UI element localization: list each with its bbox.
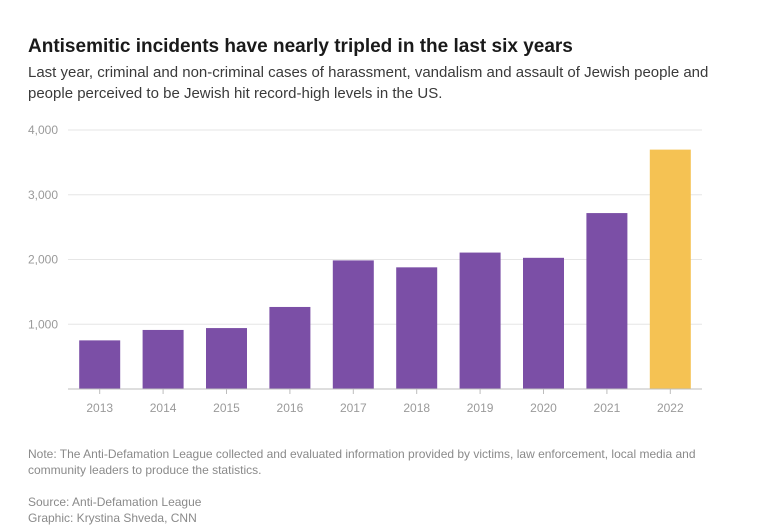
x-tick-label: 2015 <box>213 401 240 415</box>
bar-2019 <box>459 252 501 389</box>
y-tick-label: 1,000 <box>28 317 58 331</box>
x-tick-label: 2017 <box>340 401 367 415</box>
chart-source: Source: Anti-Defamation League <box>28 495 202 509</box>
bar-2022 <box>649 149 691 389</box>
bar-2017 <box>332 260 374 389</box>
bar-2013 <box>79 340 121 389</box>
bar-chart: 1,000 2,000 3,000 4,000 2013 2014 2015 2016 2017… <box>28 123 702 415</box>
bar-2015 <box>206 328 247 389</box>
y-tick-label: 4,000 <box>28 123 58 137</box>
chart-note: Note: The Anti-Defamation League collect… <box>28 447 696 477</box>
chart-credit: Graphic: Krystina Shveda, CNN <box>28 511 197 525</box>
bar-2020 <box>523 257 564 389</box>
x-tick-label: 2020 <box>530 401 557 415</box>
x-tick-label: 2021 <box>594 401 621 415</box>
y-tick-label: 3,000 <box>28 188 58 202</box>
bar-2014 <box>142 329 184 389</box>
x-tick-label: 2016 <box>277 401 304 415</box>
x-tick-label: 2018 <box>403 401 430 415</box>
x-tick-label: 2019 <box>467 401 494 415</box>
bar-2018 <box>396 267 438 389</box>
chart-title: Antisemitic incidents have nearly triple… <box>28 36 573 57</box>
y-tick-label: 2,000 <box>28 253 58 267</box>
x-tick-label: 2022 <box>657 401 684 415</box>
bar-2021 <box>586 213 628 389</box>
x-tick-label: 2014 <box>150 401 177 415</box>
chart-subtitle: Last year, criminal and non-criminal cas… <box>28 64 709 102</box>
x-tick-label: 2013 <box>86 401 113 415</box>
bar-2016 <box>269 306 311 389</box>
